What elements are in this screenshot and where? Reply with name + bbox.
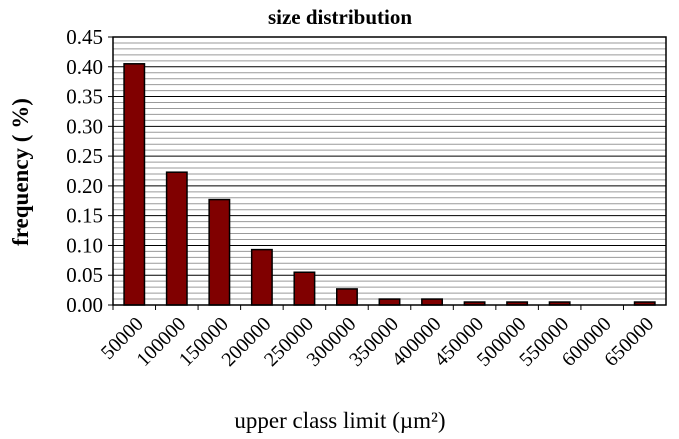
bar bbox=[378, 298, 401, 306]
bar bbox=[293, 271, 316, 306]
bar bbox=[336, 288, 358, 306]
y-tick-label: 0.40 bbox=[66, 55, 103, 79]
bar bbox=[421, 298, 443, 306]
y-tick-label: 0.10 bbox=[66, 233, 103, 257]
y-tick-label: 0.00 bbox=[66, 293, 103, 317]
x-axis-title: upper class limit (µm²) bbox=[234, 408, 445, 433]
y-tick-label: 0.30 bbox=[66, 114, 103, 138]
y-tick-label: 0.20 bbox=[66, 174, 103, 198]
y-tick-label: 0.45 bbox=[66, 25, 103, 49]
bar bbox=[208, 198, 231, 306]
plot-border bbox=[112, 36, 667, 306]
y-tick-label: 0.25 bbox=[66, 144, 103, 168]
bar bbox=[123, 63, 146, 306]
bar bbox=[250, 248, 273, 306]
y-axis-title: frequency ( %) bbox=[8, 98, 33, 246]
y-tick-label: 0.05 bbox=[66, 263, 103, 287]
bar bbox=[165, 171, 188, 306]
y-tick-label: 0.15 bbox=[66, 204, 103, 228]
plot-area bbox=[113, 37, 666, 305]
x-tick-label: 650000 bbox=[600, 313, 658, 371]
y-tick-label: 0.35 bbox=[66, 85, 103, 109]
chart-title: size distribution bbox=[268, 5, 412, 29]
